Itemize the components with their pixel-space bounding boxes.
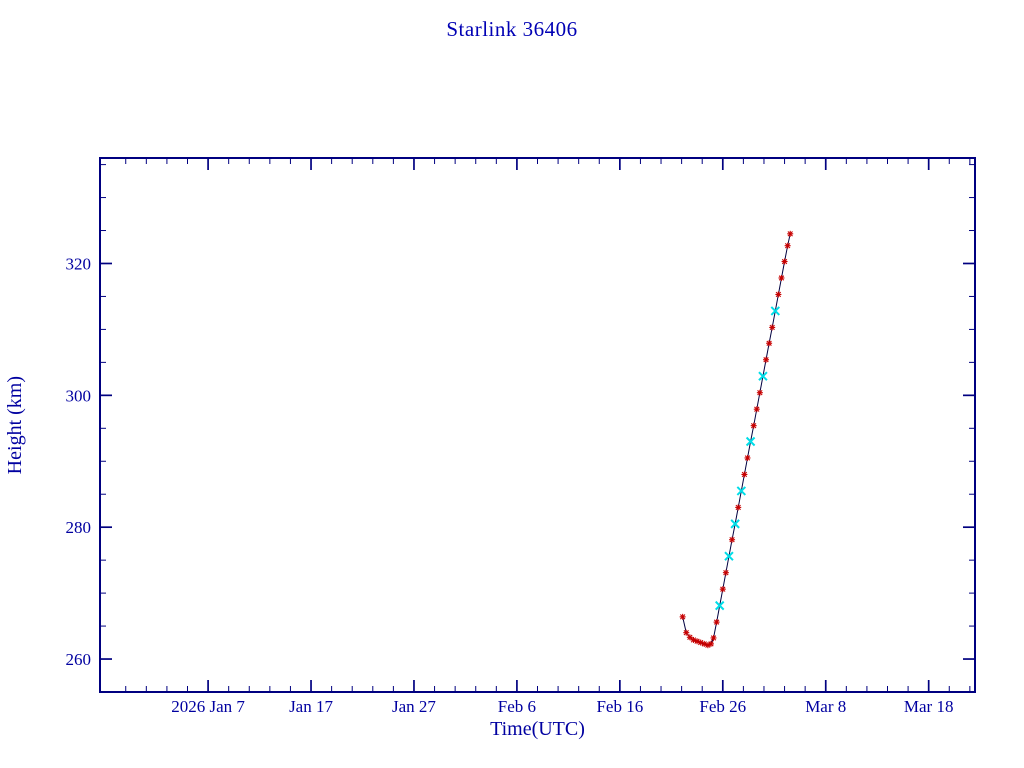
plot-frame (99, 157, 976, 693)
y-tick-label: 260 (66, 650, 92, 669)
red-asterisk-marker (735, 504, 742, 511)
x-tick-label: Feb 26 (699, 697, 746, 716)
red-asterisk-marker (769, 324, 776, 331)
y-tick-label: 300 (66, 386, 92, 405)
data-markers (679, 230, 794, 649)
axis-ticks (100, 158, 975, 693)
cyan-x-marker (724, 551, 734, 561)
red-asterisk-marker (753, 406, 760, 413)
red-asterisk-marker (683, 629, 690, 636)
red-asterisk-marker (766, 340, 773, 347)
chart-title: Starlink 36406 (446, 17, 578, 41)
red-asterisk-marker (707, 640, 714, 647)
red-asterisk-marker (784, 242, 791, 249)
x-tick-label: Mar 18 (904, 697, 954, 716)
x-axis-title: Time(UTC) (490, 718, 585, 740)
red-asterisk-marker (722, 569, 729, 576)
red-asterisk-marker (744, 454, 751, 461)
y-tick-label: 280 (66, 518, 92, 537)
x-tick-label: 2026 Jan 7 (171, 697, 245, 716)
red-asterisk-marker (741, 471, 748, 478)
red-asterisk-marker (729, 536, 736, 543)
red-asterisk-marker (713, 619, 720, 626)
red-asterisk-marker (781, 258, 788, 265)
cyan-x-marker (730, 519, 740, 529)
height-line (682, 233, 791, 646)
cyan-x-marker (770, 306, 781, 316)
red-asterisk-marker (750, 422, 757, 429)
red-asterisk-marker (679, 613, 686, 620)
cyan-x-marker (758, 371, 768, 381)
x-tick-label: Feb 16 (596, 697, 643, 716)
red-asterisk-marker (756, 389, 763, 396)
red-asterisk-marker (710, 634, 717, 641)
red-asterisk-marker (763, 356, 770, 363)
red-asterisk-marker (778, 274, 785, 281)
x-tick-label: Jan 17 (289, 697, 333, 716)
cyan-x-marker (714, 600, 725, 611)
x-tick-label: Feb 6 (498, 697, 536, 716)
red-asterisk-marker (686, 634, 693, 641)
red-asterisk-marker (719, 586, 726, 593)
red-asterisk-marker (775, 291, 782, 298)
x-tick-label: Jan 27 (392, 697, 436, 716)
cyan-x-marker (745, 436, 756, 447)
y-tick-label: 320 (66, 254, 92, 273)
x-tick-label: Mar 8 (805, 697, 846, 716)
cyan-x-marker (736, 486, 747, 496)
red-asterisk-marker (787, 230, 794, 237)
